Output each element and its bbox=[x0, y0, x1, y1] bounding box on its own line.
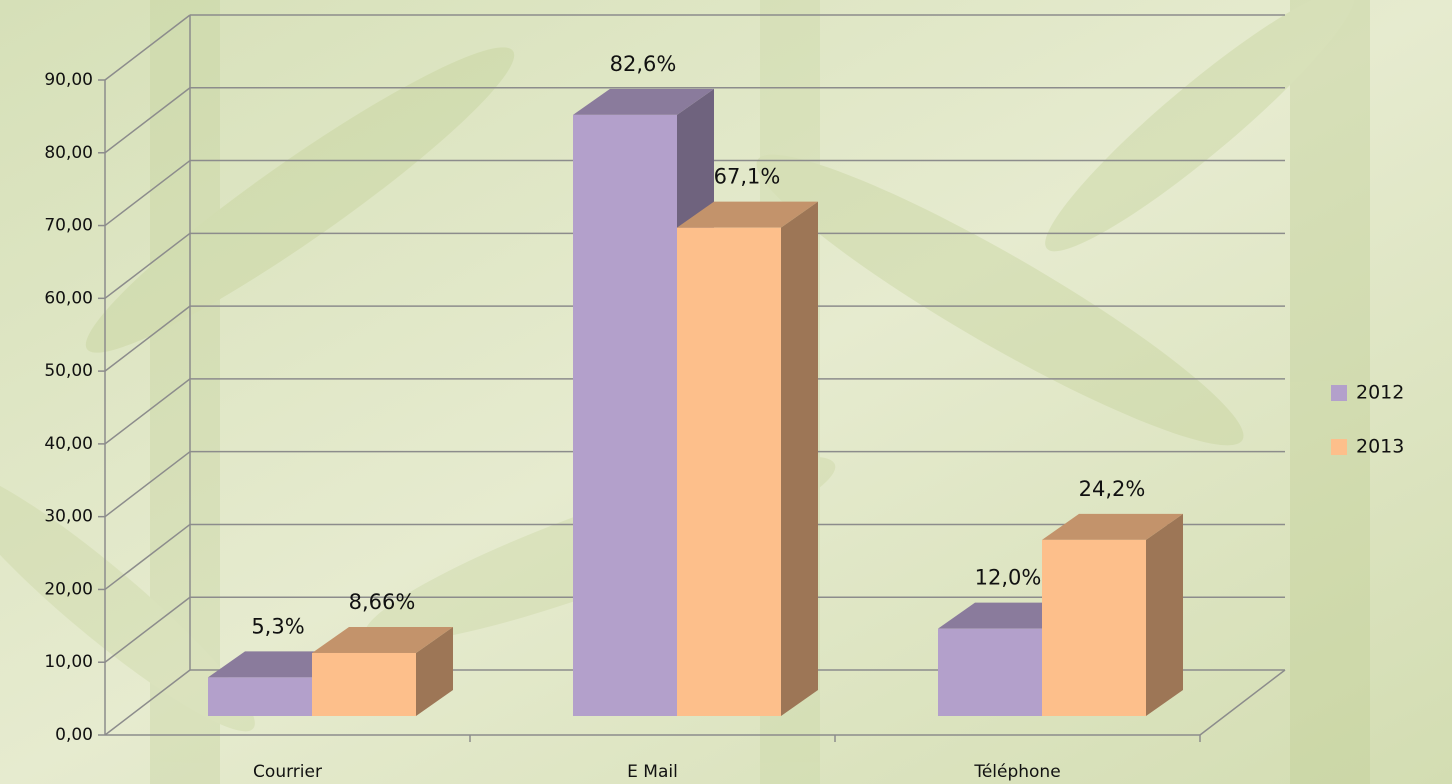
y-tick-label: 30,00 bbox=[44, 507, 93, 527]
bar-top bbox=[677, 201, 818, 228]
grid-line bbox=[104, 523, 191, 591]
grid-line bbox=[104, 669, 191, 736]
legend-label: 2012 bbox=[1356, 382, 1404, 404]
y-tick-label: 10,00 bbox=[44, 652, 93, 672]
bar-side bbox=[1146, 513, 1183, 716]
grid-line bbox=[104, 451, 191, 518]
y-tick-label: 90,00 bbox=[44, 70, 93, 90]
grid-line bbox=[104, 14, 191, 81]
legend-swatch bbox=[1331, 385, 1347, 401]
y-tick-label: 20,00 bbox=[44, 579, 93, 599]
y-tick-label: 60,00 bbox=[44, 288, 93, 308]
data-label: 12,0% bbox=[975, 566, 1042, 590]
bar bbox=[938, 628, 1042, 716]
x-tick-label: Courrier bbox=[253, 762, 322, 782]
bar-side bbox=[781, 201, 818, 716]
grid-line bbox=[104, 378, 191, 445]
y-tick-label: 50,00 bbox=[44, 361, 93, 381]
data-label: 67,1% bbox=[714, 165, 781, 189]
grid-line bbox=[104, 87, 191, 154]
y-tick-label: 70,00 bbox=[44, 216, 93, 236]
y-tick-label: 80,00 bbox=[44, 143, 93, 163]
bar-top bbox=[573, 88, 714, 115]
bar-top bbox=[1042, 513, 1183, 540]
bar bbox=[1042, 539, 1146, 716]
legend-swatch bbox=[1331, 439, 1347, 455]
bar bbox=[677, 227, 781, 716]
data-label: 8,66% bbox=[349, 590, 416, 614]
data-label: 24,2% bbox=[1079, 477, 1146, 501]
grid-line bbox=[104, 159, 191, 227]
grid-line bbox=[104, 232, 191, 299]
bar bbox=[573, 114, 677, 717]
bar bbox=[208, 677, 312, 716]
plot-area: 0,00 10,00 20,00 30,00 40,00 50,00 60,00 70,00 8… bbox=[44, 14, 1404, 782]
bar-side bbox=[416, 626, 453, 716]
y-tick-label: 40,00 bbox=[44, 434, 93, 454]
data-label: 82,6% bbox=[610, 52, 677, 76]
data-label: 5,3% bbox=[251, 614, 304, 638]
background-leaves bbox=[0, 0, 1370, 784]
grid-line bbox=[104, 305, 191, 372]
legend-label: 2013 bbox=[1356, 436, 1404, 458]
x-tick-label: Téléphone bbox=[973, 762, 1060, 782]
bar bbox=[312, 652, 416, 716]
y-tick-label: 0,00 bbox=[55, 725, 93, 745]
bar-top bbox=[312, 626, 453, 653]
grid-line bbox=[104, 596, 191, 663]
x-tick-label: E Mail bbox=[627, 762, 678, 782]
floor-right-edge bbox=[1199, 669, 1286, 736]
